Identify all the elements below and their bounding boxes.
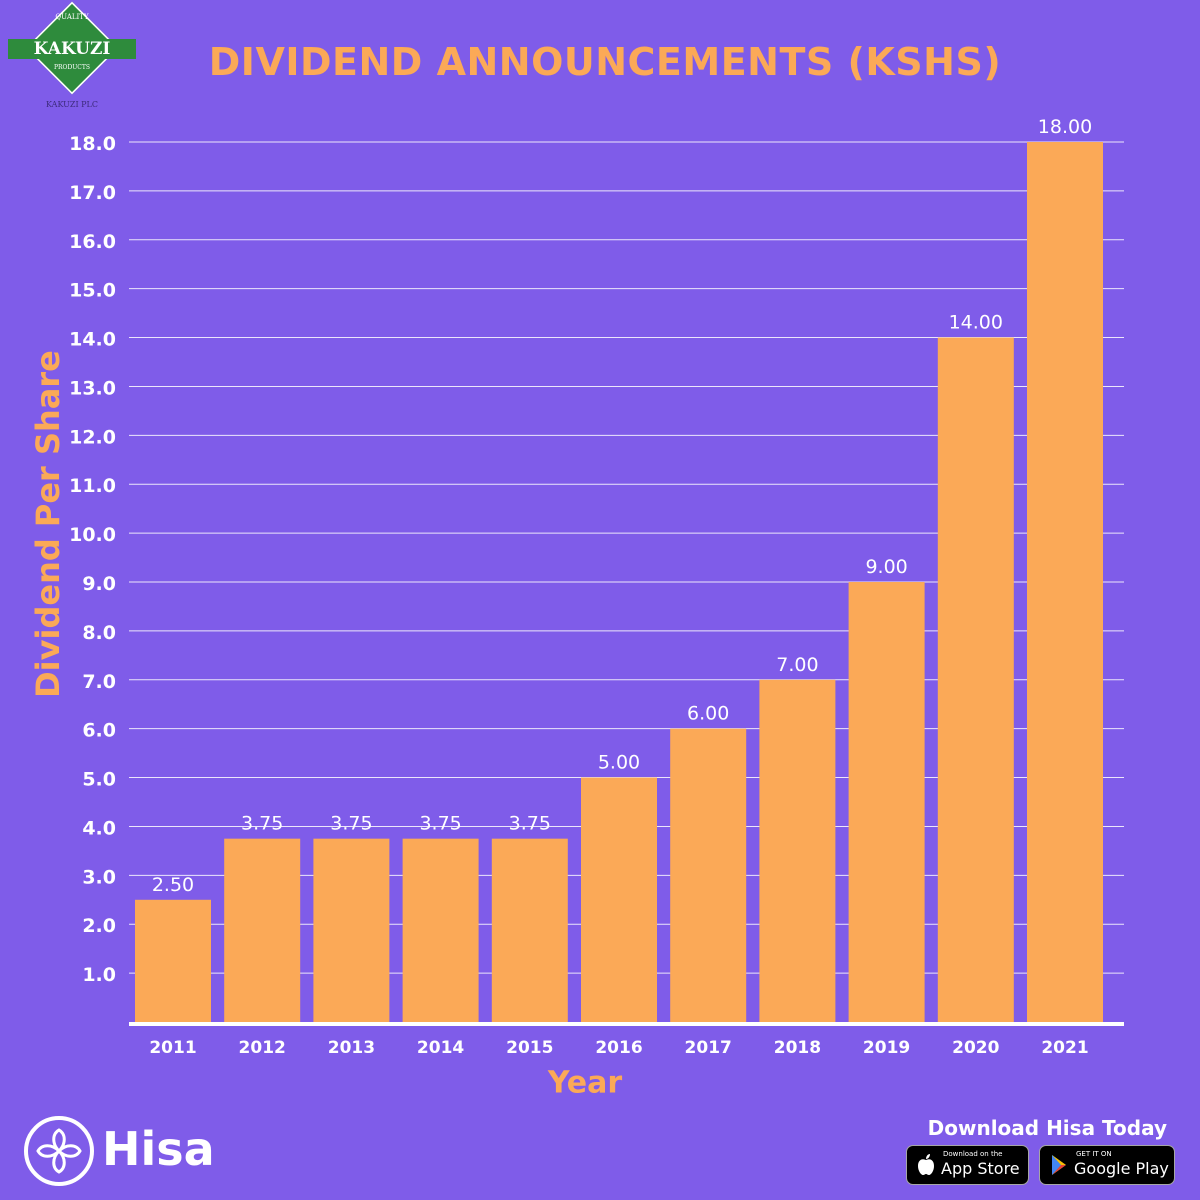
- kakuzi-logo: QUALITY KAKUZI PRODUCTS KAKUZI PLC: [8, 1, 136, 112]
- data-labels: 2.50 3.75 3.75 3.75 3.75 5.00 6.00 7.00 9.00 14.0…: [152, 116, 1092, 896]
- app-store-small-text: Download on the: [943, 1150, 1003, 1158]
- x-tick-label: 2017: [685, 1038, 732, 1058]
- bar: [937, 337, 1014, 1022]
- logo-name: KAKUZI: [8, 39, 136, 59]
- y-tick-label: 4.0: [82, 817, 116, 839]
- app-store-big-text: App Store: [941, 1159, 1020, 1178]
- y-tick-label: 3.0: [82, 866, 116, 888]
- bar: [848, 582, 925, 1022]
- bar-value-label: 18.00: [1038, 116, 1092, 138]
- x-tick-label: 2011: [149, 1038, 196, 1058]
- y-tick-label: 8.0: [82, 622, 116, 644]
- google-play-icon: [1052, 1155, 1066, 1175]
- x-tick-label: 2012: [239, 1038, 286, 1058]
- y-tick-label: 9.0: [82, 573, 116, 595]
- hisa-brand: Hisa: [24, 1116, 224, 1188]
- bar-value-label: 3.75: [419, 813, 461, 835]
- bar-value-label: 3.75: [509, 813, 551, 835]
- google-play-big-text: Google Play: [1074, 1159, 1169, 1178]
- bar-value-label: 3.75: [241, 813, 283, 835]
- bar: [402, 838, 479, 1022]
- bar: [313, 838, 390, 1022]
- bar-value-label: 9.00: [865, 556, 907, 578]
- apple-icon: [918, 1154, 934, 1175]
- bars: [135, 142, 1103, 1022]
- x-tick-label: 2014: [417, 1038, 464, 1058]
- x-tick-label: 2020: [952, 1038, 999, 1058]
- google-play-small-text: GET IT ON: [1076, 1150, 1112, 1158]
- y-tick-label: 1.0: [82, 964, 116, 986]
- y-tick-label: 11.0: [69, 475, 116, 497]
- x-tick-label: 2013: [328, 1038, 375, 1058]
- y-tick-label: 7.0: [82, 671, 116, 693]
- bar-value-label: 5.00: [598, 752, 640, 774]
- bar: [224, 838, 301, 1022]
- y-tick-label: 6.0: [82, 720, 116, 742]
- y-tick-label: 17.0: [69, 182, 116, 204]
- y-tick-label: 5.0: [82, 769, 116, 791]
- bar-value-label: 2.50: [152, 874, 194, 896]
- y-tick-label: 2.0: [82, 915, 116, 937]
- logo-bottom-text: PRODUCTS: [53, 64, 91, 71]
- bar: [581, 777, 657, 1022]
- x-axis-label: Year: [547, 1065, 623, 1101]
- x-tick-label: 2018: [774, 1038, 821, 1058]
- google-play-button[interactable]: GET IT ON Google Play: [1039, 1145, 1175, 1185]
- x-tick-labels: 2011 2012 2013 2014 2015 2016 2017 2018 2019 2020…: [149, 1038, 1088, 1058]
- app-store-button[interactable]: Download on the App Store: [906, 1145, 1029, 1185]
- chart-title: DIVIDEND ANNOUNCEMENTS (KSHS): [208, 40, 1002, 84]
- bar-value-label: 14.00: [949, 312, 1003, 334]
- y-tick-label: 18.0: [69, 133, 116, 155]
- y-tick-label: 15.0: [69, 280, 116, 302]
- y-tick-label: 16.0: [69, 231, 116, 253]
- bar-value-label: 3.75: [330, 813, 372, 835]
- x-tick-label: 2021: [1041, 1038, 1088, 1058]
- x-tick-label: 2015: [506, 1038, 553, 1058]
- y-axis-label: Dividend Per Share: [29, 350, 67, 698]
- y-tick-labels: 1.0 2.0 3.0 4.0 5.0 6.0 7.0 8.0 9.0 10.0 11.0 12.0 1…: [69, 133, 116, 986]
- bar-value-label: 7.00: [776, 654, 818, 676]
- bar: [491, 838, 568, 1022]
- logo-top-text: QUALITY: [55, 13, 89, 21]
- y-tick-label: 12.0: [69, 426, 116, 448]
- logo-subtext: KAKUZI PLC: [46, 100, 98, 109]
- y-tick-label: 10.0: [69, 524, 116, 546]
- hisa-wordmark: Hisa: [102, 1122, 215, 1176]
- y-tick-label: 14.0: [69, 329, 116, 351]
- bar: [670, 728, 747, 1022]
- bar: [135, 899, 211, 1022]
- download-heading: Download Hisa Today: [927, 1116, 1167, 1140]
- bar: [759, 679, 836, 1022]
- bar: [1027, 142, 1103, 1022]
- x-tick-label: 2019: [863, 1038, 910, 1058]
- bar-value-label: 6.00: [687, 703, 729, 725]
- hisa-flower-icon: [24, 1116, 94, 1186]
- x-tick-label: 2016: [595, 1038, 642, 1058]
- y-tick-label: 13.0: [69, 377, 116, 399]
